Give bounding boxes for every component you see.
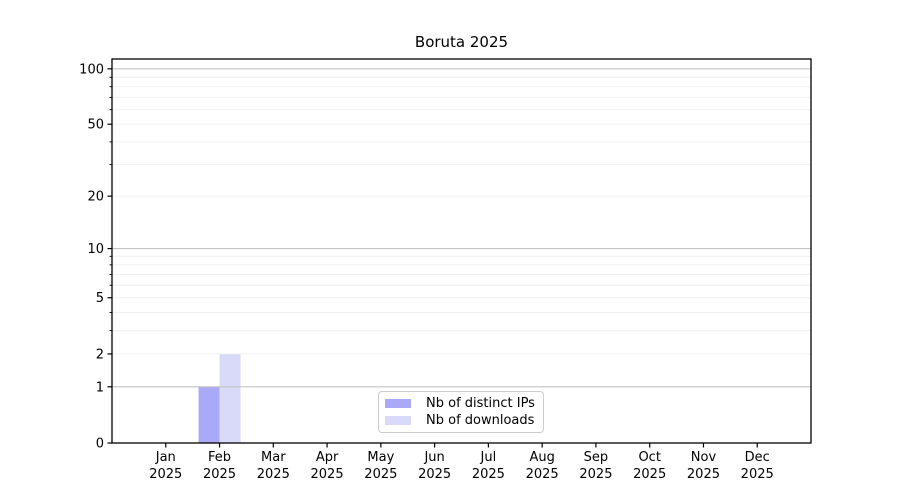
x-tick-label: Dec 2025 xyxy=(741,450,774,482)
x-tick-label: May 2025 xyxy=(364,450,397,482)
y-tick-label: 2 xyxy=(96,347,104,362)
legend-label-distinct-ips: Nb of distinct IPs xyxy=(426,396,535,411)
x-tick-label: Apr 2025 xyxy=(311,450,344,482)
x-tick-label: Aug 2025 xyxy=(526,450,559,482)
y-tick-label: 0 xyxy=(96,437,104,452)
x-tick-label: Oct 2025 xyxy=(633,450,666,482)
legend-item-distinct-ips: Nb of distinct IPs xyxy=(385,395,535,412)
bar-nb-of-distinct-ips-feb xyxy=(198,386,220,443)
x-tick-label: Jan 2025 xyxy=(149,450,182,482)
legend-item-downloads: Nb of downloads xyxy=(385,412,535,429)
x-tick-label: Nov 2025 xyxy=(687,450,720,482)
chart-title: Boruta 2025 xyxy=(414,33,509,51)
y-tick-label: 1 xyxy=(96,380,104,395)
x-tick-label: Sep 2025 xyxy=(579,450,612,482)
x-tick-label: Jun 2025 xyxy=(418,450,451,482)
legend-label-downloads: Nb of downloads xyxy=(426,413,535,428)
bar-nb-of-downloads-feb xyxy=(219,353,241,443)
x-tick-label: Jul 2025 xyxy=(472,450,505,482)
y-tick-label: 20 xyxy=(87,190,104,205)
x-tick-label: Mar 2025 xyxy=(257,450,290,482)
y-tick-label: 10 xyxy=(87,242,104,257)
legend-swatch-downloads xyxy=(385,416,411,425)
legend: Nb of distinct IPs Nb of downloads xyxy=(378,391,544,433)
x-tick-label: Feb 2025 xyxy=(203,450,236,482)
y-tick-label: 50 xyxy=(87,118,104,133)
axes-frame xyxy=(111,58,812,444)
legend-swatch-distinct-ips xyxy=(385,399,411,408)
y-tick-label: 100 xyxy=(79,62,104,77)
y-tick-label: 5 xyxy=(96,291,104,306)
